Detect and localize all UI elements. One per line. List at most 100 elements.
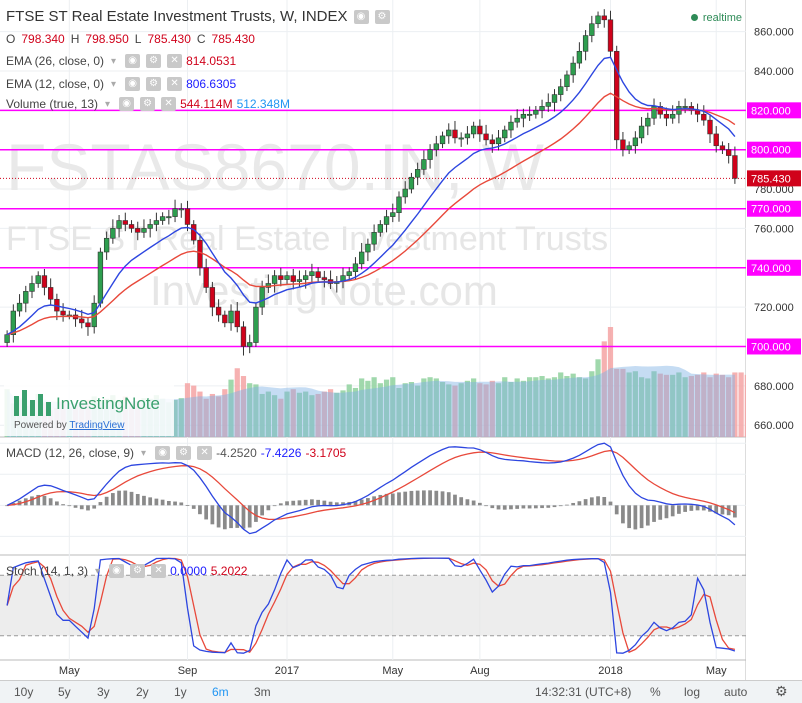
candle-body	[359, 251, 365, 265]
candle-body	[645, 117, 651, 127]
clock-readout[interactable]: 14:32:31 (UTC+8)	[535, 685, 632, 699]
ohlc-high: 798.950	[85, 32, 129, 46]
macd-histogram-bar	[222, 505, 227, 530]
price-tick-label: 760.000	[754, 223, 794, 235]
eye-icon[interactable]: ◉	[125, 77, 141, 91]
candle-body	[253, 306, 259, 343]
macd-histogram-bar	[583, 499, 588, 506]
range-2y-button[interactable]: 2y	[136, 685, 149, 699]
candle-body	[489, 139, 495, 145]
price-tick-label: 720.000	[754, 302, 794, 314]
macd-histogram-bar	[571, 502, 576, 506]
range-1y-button[interactable]: 1y	[174, 685, 187, 699]
macd-value: -7.4226	[260, 446, 302, 460]
close-icon[interactable]: ✕	[197, 446, 213, 460]
ema12-legend: EMA (12, close, 0) ▾ ◉ ⚙ ✕ 806.6305	[6, 77, 236, 91]
candle-body	[464, 133, 471, 139]
volume-bar	[601, 341, 607, 437]
volume-bar	[247, 383, 253, 437]
volume-bar	[327, 389, 334, 437]
macd-histogram-bar	[471, 500, 476, 506]
auto-toggle[interactable]: auto	[724, 685, 748, 699]
eye-icon[interactable]: ◉	[155, 446, 171, 460]
macd-histogram-bar	[204, 505, 209, 520]
candle-body	[309, 271, 315, 276]
volume-bar	[321, 391, 327, 437]
log-toggle[interactable]: log	[684, 685, 701, 699]
range-3m-button[interactable]: 3m	[254, 685, 271, 699]
gear-icon[interactable]: ⚙	[146, 77, 162, 91]
candle-body	[278, 275, 284, 280]
range-10y-button[interactable]: 10y	[14, 685, 34, 699]
chevron-down-icon[interactable]: ▾	[111, 55, 117, 67]
eye-icon[interactable]: ◉	[125, 54, 141, 68]
candle-body	[539, 106, 545, 111]
macd-histogram-bar	[303, 499, 308, 506]
gear-icon[interactable]: ⚙	[146, 54, 162, 68]
close-icon[interactable]: ✕	[151, 564, 167, 578]
chevron-down-icon[interactable]: ▾	[95, 565, 101, 577]
candle-body	[570, 62, 576, 76]
close-icon[interactable]: ✕	[167, 77, 183, 91]
macd-histogram-bar	[453, 494, 457, 506]
eye-icon[interactable]: ◉	[119, 97, 135, 111]
stoch-legend: Stoch (14, 1, 3) ▾ ◉ ⚙ ✕ 0.0000 5.2022	[6, 564, 247, 578]
macd-histogram-bar	[61, 504, 65, 506]
macd-histogram-bar	[341, 502, 345, 506]
chevron-down-icon[interactable]: ▾	[141, 447, 147, 459]
chevron-down-icon[interactable]: ▾	[111, 78, 117, 90]
candle-body	[558, 86, 564, 95]
eye-icon[interactable]: ◉	[353, 9, 369, 24]
close-icon[interactable]: ✕	[161, 97, 177, 111]
live-dot-icon	[690, 14, 698, 21]
macd-histogram-bar	[677, 505, 681, 514]
candle-body	[439, 135, 446, 145]
macd-histogram-bar	[166, 500, 171, 506]
range-5y-button[interactable]: 5y	[58, 685, 71, 699]
candle-body	[719, 145, 726, 150]
macd-histogram-bar	[415, 490, 420, 506]
candle-body	[203, 267, 209, 288]
chevron-down-icon[interactable]: ▾	[105, 98, 111, 110]
ema-lines	[6, 56, 736, 336]
eye-icon[interactable]: ◉	[109, 564, 125, 578]
volume-bar	[228, 379, 234, 437]
candle-body	[47, 287, 54, 300]
gear-icon[interactable]: ⚙	[140, 97, 156, 111]
close-icon[interactable]: ✕	[167, 54, 183, 68]
macd-histogram-bar	[701, 505, 706, 511]
macd-histogram-bar	[42, 495, 47, 506]
percent-toggle[interactable]: %	[650, 685, 661, 699]
macd-histogram-bar	[434, 490, 439, 506]
investingnote-logo[interactable]: InvestingNote Powered by TradingView	[4, 380, 174, 436]
macd-histogram-bar	[179, 502, 184, 506]
macd-histogram-bar	[216, 505, 221, 528]
macd-histogram-bar	[409, 490, 414, 506]
tradingview-link[interactable]: TradingView	[69, 420, 125, 431]
gear-icon[interactable]: ⚙	[130, 564, 146, 578]
macd-histogram-bar	[266, 505, 271, 511]
ema26-value: 814.0531	[186, 54, 237, 68]
macd-histogram-bar	[633, 505, 638, 530]
candle-body	[296, 279, 303, 282]
range-6m-button[interactable]: 6m	[212, 685, 229, 699]
candle-body	[601, 15, 607, 21]
volume-bar	[620, 368, 626, 437]
candle-body	[41, 275, 48, 288]
candle-body	[396, 196, 402, 213]
volume-bar	[632, 371, 638, 437]
range-3y-button[interactable]: 3y	[97, 685, 110, 699]
macd-histogram-bar	[334, 502, 339, 506]
candle-body	[23, 291, 29, 304]
settings-gear-icon[interactable]: ⚙	[775, 683, 788, 699]
macd-histogram-bar	[384, 493, 389, 506]
volume-bar	[576, 377, 582, 437]
macd-histogram-bar	[428, 490, 432, 506]
candle-body	[502, 129, 508, 139]
powered-by: Powered by TradingView	[14, 420, 124, 431]
gear-icon[interactable]: ⚙	[374, 9, 390, 24]
candle-body	[97, 251, 104, 304]
macd-histogram-bar	[621, 505, 625, 524]
gear-icon[interactable]: ⚙	[176, 446, 192, 460]
volume-bar	[663, 374, 670, 437]
